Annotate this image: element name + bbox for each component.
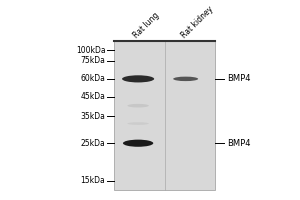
Text: 45kDa: 45kDa <box>80 92 105 101</box>
Text: Rat kidney: Rat kidney <box>179 4 215 40</box>
Text: 75kDa: 75kDa <box>80 56 105 65</box>
Text: 60kDa: 60kDa <box>80 74 105 83</box>
Ellipse shape <box>173 77 198 81</box>
Ellipse shape <box>128 104 149 107</box>
Ellipse shape <box>123 140 153 147</box>
Text: BMP4: BMP4 <box>227 74 251 83</box>
Ellipse shape <box>128 122 149 125</box>
Text: 100kDa: 100kDa <box>76 46 105 55</box>
Text: 15kDa: 15kDa <box>81 176 105 185</box>
Text: BMP4: BMP4 <box>227 139 251 148</box>
Text: Rat lung: Rat lung <box>132 10 161 40</box>
Bar <box>114 41 215 190</box>
Ellipse shape <box>122 75 154 82</box>
Text: 35kDa: 35kDa <box>80 112 105 121</box>
Text: 25kDa: 25kDa <box>81 139 105 148</box>
